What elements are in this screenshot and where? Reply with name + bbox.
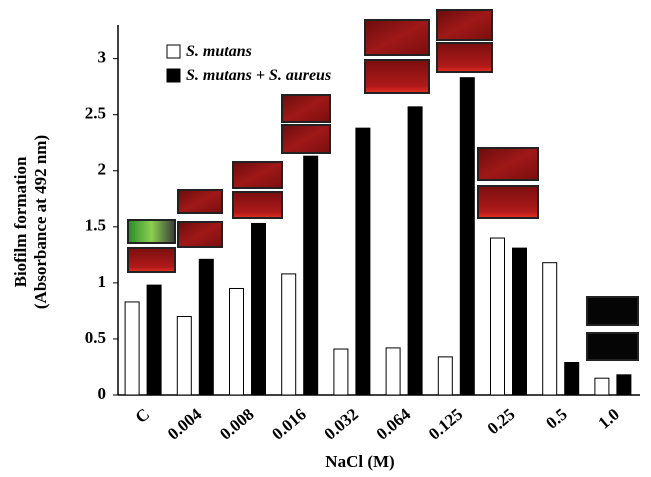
bar [198, 258, 214, 396]
x-tick-label: 0.064 [373, 404, 415, 443]
x-tick-label: 0.016 [268, 405, 310, 444]
x-tick-label: 0.25 [484, 405, 519, 439]
bar [490, 237, 505, 396]
bar [542, 262, 558, 396]
legend-swatch [166, 68, 181, 83]
x-axis-label: NaCl (M) [325, 452, 394, 471]
bar [355, 127, 371, 396]
y-tick-label: 0.5 [85, 328, 106, 347]
bar [385, 347, 401, 396]
bar [281, 273, 297, 396]
x-tick-label: C [132, 405, 154, 427]
bar [616, 374, 632, 396]
bar [594, 377, 610, 396]
x-tick-label: 0.125 [425, 405, 467, 444]
y-tick-label: 1.5 [85, 216, 106, 235]
bar [303, 155, 319, 396]
y-axis-label: Biofilm formation [11, 156, 30, 287]
x-tick-label: 0.032 [320, 405, 362, 444]
bar [512, 247, 527, 396]
legend-swatch [166, 44, 181, 59]
y-tick-label: 2.5 [85, 104, 106, 123]
bar [229, 287, 244, 396]
bar [176, 316, 192, 396]
y-tick-label: 3 [98, 48, 107, 67]
legend-entry: S. mutans [186, 43, 252, 60]
y-tick-label: 2 [98, 160, 107, 179]
x-tick-label: 0.008 [216, 405, 258, 444]
y-tick-label: 1 [98, 272, 107, 291]
bar [437, 356, 453, 396]
x-tick-label: 1.0 [594, 405, 622, 433]
bar [146, 284, 162, 396]
micrograph-insets [127, 9, 639, 361]
bar [333, 348, 349, 396]
bar [124, 301, 140, 396]
bar [251, 222, 266, 396]
x-tick-label: 0.004 [164, 404, 206, 443]
x-tick-label: 0.5 [542, 405, 570, 433]
bar [564, 361, 580, 396]
y-tick-label: 0 [98, 384, 107, 403]
legend-label: S. mutans [186, 43, 252, 60]
y-axis-label: (Absorbance at 492 nm) [31, 135, 50, 309]
legend-label: S. mutans + S. aureus [186, 67, 332, 84]
bar [407, 106, 423, 396]
bar [459, 77, 475, 396]
legend-entry: S. mutans + S. aureus [186, 67, 332, 84]
